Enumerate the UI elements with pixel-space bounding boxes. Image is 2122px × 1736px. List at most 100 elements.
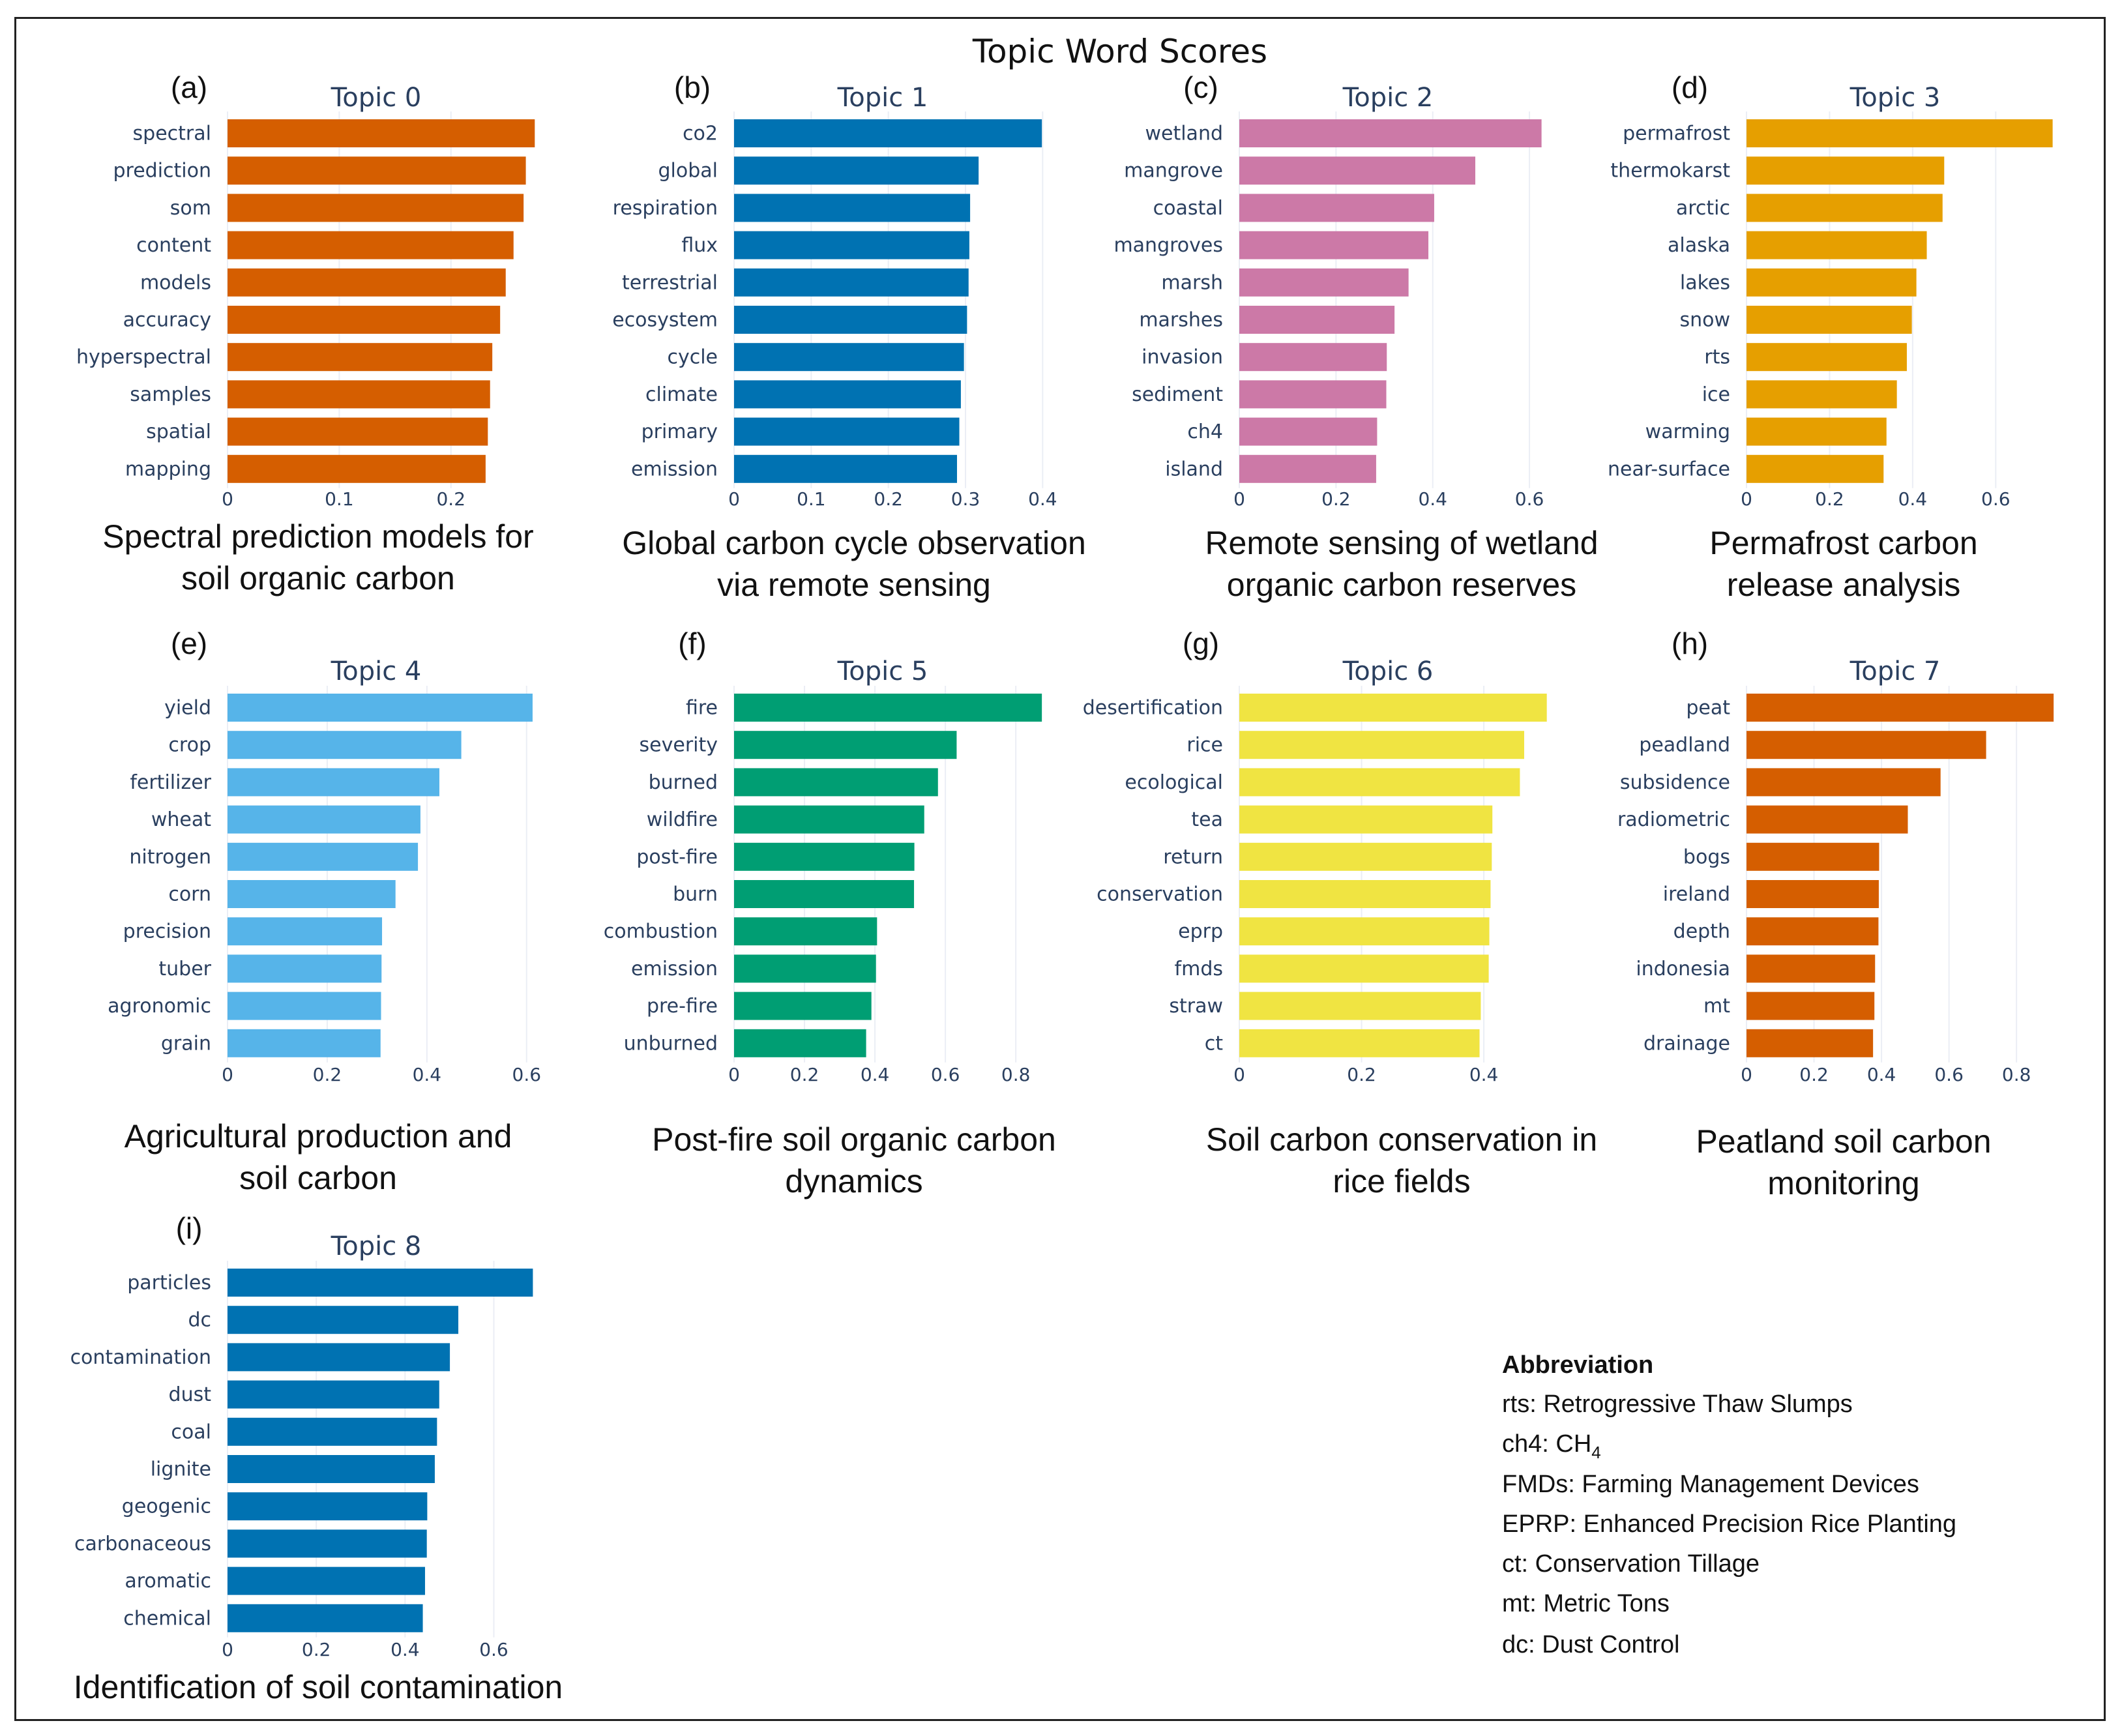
- bar-emission: [734, 954, 876, 983]
- abbreviation-title: Abbreviation: [1502, 1351, 1653, 1379]
- topic-title: Topic 5: [837, 656, 928, 686]
- word-label: primary: [641, 420, 718, 443]
- word-label: respiration: [613, 197, 718, 220]
- abbreviation-line: EPRP: Enhanced Precision Rice Planting: [1502, 1510, 1956, 1538]
- word-label: permafrost: [1623, 123, 1730, 145]
- word-label: return: [1163, 846, 1223, 868]
- bar-straw: [1239, 992, 1481, 1020]
- bar-indonesia: [1746, 954, 1876, 983]
- bar-ireland: [1746, 880, 1879, 908]
- word-label: corn: [168, 883, 211, 906]
- panel-topic-7: (h) Topic 7 peat peadland subsidence radiomet…: [1617, 626, 2054, 1201]
- bar-flux: [734, 231, 969, 259]
- word-label: conservation: [1097, 883, 1223, 906]
- panel-topic-8: (i) Topic 8 particles dc contamination dust co…: [70, 1211, 563, 1705]
- word-label: grain: [161, 1032, 211, 1055]
- bar-aromatic: [228, 1567, 425, 1595]
- bar-mapping: [228, 454, 486, 483]
- panel-caption: Agricultural production and: [125, 1118, 512, 1155]
- word-label: spatial: [146, 420, 211, 443]
- word-label: flux: [681, 234, 718, 257]
- bar-arctic: [1746, 194, 1943, 222]
- bar-near-surface: [1746, 454, 1884, 483]
- word-label: lignite: [151, 1458, 211, 1481]
- bar-yield: [228, 694, 533, 722]
- word-label: emission: [631, 458, 718, 480]
- word-label: contamination: [70, 1346, 211, 1369]
- x-tick-label: 0: [222, 488, 233, 510]
- word-label: fire: [686, 697, 718, 720]
- x-tick-label: 0.4: [1867, 1064, 1896, 1085]
- bar-coastal: [1239, 194, 1434, 222]
- word-label: eprp: [1178, 920, 1223, 943]
- bar-snow: [1746, 306, 1912, 334]
- word-label: accuracy: [123, 309, 211, 332]
- word-label: wheat: [151, 808, 211, 831]
- bar-permafrost: [1746, 119, 2053, 147]
- bar-wildfire: [734, 805, 924, 834]
- panel-letter: (f): [678, 626, 706, 660]
- word-label: desertification: [1083, 697, 1223, 720]
- panel-caption: dynamics: [785, 1163, 922, 1199]
- bar-terrestrial: [734, 268, 969, 297]
- bar-cycle: [734, 343, 964, 372]
- word-label: rts: [1704, 346, 1730, 369]
- word-label: radiometric: [1617, 808, 1730, 831]
- figure-title: Topic Word Scores: [972, 33, 1267, 70]
- bar-fertilizer: [228, 768, 439, 797]
- bar-ecosystem: [734, 306, 967, 334]
- word-label: near-surface: [1608, 458, 1730, 480]
- panel-topic-2: (c) Topic 2 wetland mangrove coastal mangrove…: [1113, 70, 1598, 603]
- bar-grain: [228, 1029, 381, 1057]
- word-label: arctic: [1676, 197, 1730, 220]
- bar-contamination: [228, 1343, 450, 1372]
- panel-caption: soil carbon: [239, 1160, 397, 1196]
- word-label: climate: [645, 383, 718, 406]
- word-label: wildfire: [647, 808, 718, 831]
- bar-content: [228, 231, 514, 259]
- panel-caption: soil organic carbon: [181, 560, 455, 596]
- word-label: ecosystem: [612, 309, 718, 332]
- word-label: emission: [631, 958, 718, 980]
- panel-caption: release analysis: [1727, 566, 1961, 603]
- panel-caption: Soil carbon conservation in: [1206, 1121, 1597, 1158]
- x-tick-label: 0.2: [313, 1064, 342, 1085]
- word-label: sediment: [1132, 383, 1223, 406]
- word-label: precision: [123, 920, 211, 943]
- x-tick-label: 0: [1741, 1064, 1752, 1085]
- panel-topic-1: (b) Topic 1 co2 global respiration flux terres…: [612, 70, 1086, 603]
- bar-coal: [228, 1417, 437, 1446]
- word-label: particles: [127, 1272, 211, 1295]
- word-label: post-fire: [636, 846, 718, 868]
- word-label: subsidence: [1620, 771, 1730, 794]
- bar-fire: [734, 694, 1042, 722]
- bar-mt: [1746, 992, 1875, 1020]
- x-tick-label: 0.8: [1001, 1064, 1031, 1085]
- bar-radiometric: [1746, 805, 1908, 834]
- word-label: aromatic: [125, 1570, 211, 1593]
- bar-carbonaceous: [228, 1529, 427, 1558]
- bar-precision: [228, 917, 383, 946]
- word-label: ch4: [1187, 420, 1223, 443]
- abbreviation-line: ch4: CH4: [1502, 1430, 1601, 1462]
- x-tick-label: 0.6: [1934, 1064, 1964, 1085]
- word-label: alaska: [1668, 234, 1730, 257]
- word-label: crop: [168, 734, 211, 757]
- bar-eprp: [1239, 917, 1490, 946]
- word-label: island: [1165, 458, 1223, 480]
- x-tick-label: 0.2: [1799, 1064, 1829, 1085]
- bar-bogs: [1746, 842, 1879, 871]
- abbreviation-line: FMDs: Farming Management Devices: [1502, 1471, 1919, 1498]
- word-label: chemical: [123, 1607, 211, 1630]
- bar-ch4: [1239, 417, 1378, 446]
- x-tick-label: 0.2: [1347, 1064, 1376, 1085]
- word-label: rice: [1186, 734, 1223, 757]
- word-label: models: [140, 271, 211, 294]
- bar-wheat: [228, 805, 420, 834]
- x-tick-label: 0.8: [2002, 1064, 2031, 1085]
- topic-title: Topic 3: [1849, 83, 1941, 113]
- x-tick-label: 0: [1233, 1064, 1245, 1085]
- bar-prediction: [228, 156, 526, 185]
- panel-letter: (d): [1672, 70, 1708, 104]
- word-label: terrestrial: [622, 271, 718, 294]
